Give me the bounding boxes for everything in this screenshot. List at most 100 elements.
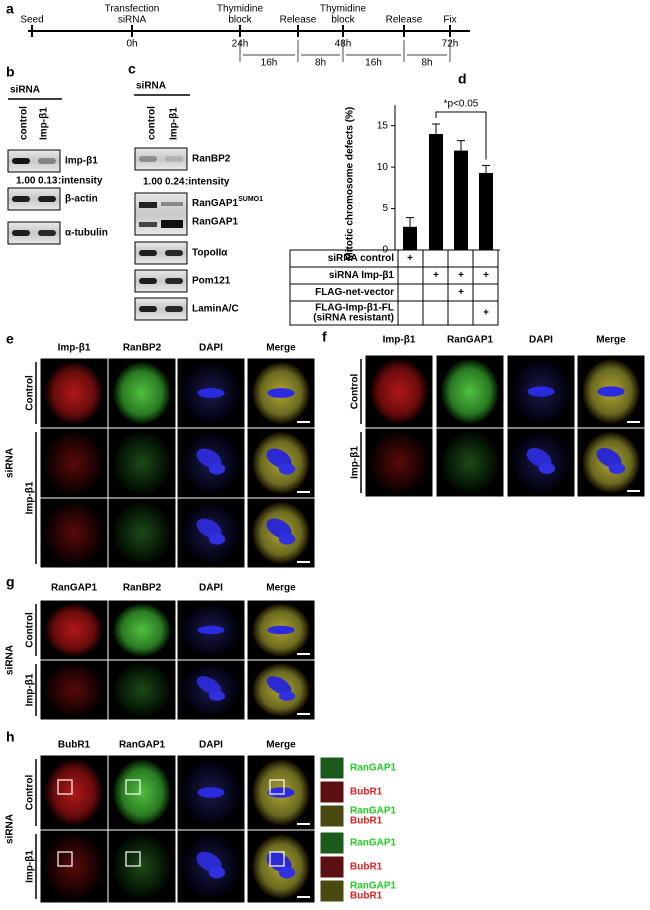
inset-label: RanGAP1 [350,806,397,817]
column-header: RanBP2 [123,343,162,354]
group-label: siRNA [136,81,166,92]
column-header: Merge [266,343,296,354]
y-tick-label: 10 [377,162,389,173]
row-label: Control [25,375,36,411]
side-label: siRNA [5,645,16,675]
event-name: Transfection [105,4,160,15]
event-name: siRNA [118,15,147,26]
blot-box [7,187,61,211]
blot-box [134,147,188,171]
panel-label: e [6,331,14,347]
column-header: Imp-β1 [383,335,416,346]
chromosomes [527,386,555,397]
interval: 16h [365,58,382,69]
chromosomes [208,463,226,475]
column-header: BubR1 [58,740,91,751]
inset [319,879,345,903]
cell [113,663,171,717]
inset-label: RanGAP1 [350,881,397,892]
event-time: 0h [126,39,137,50]
cell [441,359,499,424]
blot-label: RanBP2 [192,154,231,165]
panel-label: b [6,64,15,80]
chromosomes [196,676,222,695]
column-header: DAPI [199,583,223,594]
intensity: 1.00 [143,177,163,188]
event-name: Release [280,15,317,26]
blot-band [139,156,157,162]
cell [45,502,103,564]
cell-symbol: + [407,253,413,264]
row-label: siRNA Imp-β1 [329,270,395,281]
blot-label: α-tubulin [65,228,108,239]
y-tick-label: 5 [382,203,388,214]
bar [454,150,468,250]
error-bar [482,164,490,173]
blot-box [134,297,188,321]
chromosomes [266,676,292,695]
roi-box [125,779,141,795]
intensity-label: :intensity [185,177,230,188]
row-label: (siRNA resistant) [313,313,394,324]
blot-label: RanGAP1 [192,198,239,209]
cell [113,502,171,564]
cell [45,362,103,424]
chromosomes [197,787,225,798]
inset-label: BubR1 [350,862,383,873]
blot-label: Imp-β1 [65,156,98,167]
cell [45,834,103,899]
blot-band [38,230,56,236]
interval: 16h [261,58,278,69]
column-header: RanGAP1 [51,583,98,594]
bar [403,226,417,250]
group-label: siRNA [10,85,40,96]
chromosomes [608,462,626,475]
cell [370,432,428,493]
chromosomes [266,518,292,539]
column-header: DAPI [199,740,223,751]
chromosomes [196,518,222,539]
blot-band [161,220,183,228]
cell-symbol: + [483,308,489,319]
column-header: Imp-β1 [58,343,91,354]
cell [45,432,103,494]
inset-label: RanGAP1 [350,763,397,774]
panel-label: d [458,71,467,87]
blot-band [139,250,157,256]
side-label: siRNA [5,814,16,844]
panel-label: g [6,574,15,590]
chromosomes [526,448,552,468]
roi-box [57,851,73,867]
bar [429,134,443,250]
blot-box [134,269,188,293]
row-label: Control [25,775,36,811]
chromosomes [267,787,295,798]
interval: 8h [421,58,432,69]
cell-symbol: + [458,287,464,298]
cell [113,432,171,494]
column-header: RanBP2 [123,583,162,594]
column-header: Merge [266,740,296,751]
cell [113,603,171,657]
cell-symbol: + [483,270,489,281]
inset-label: RanGAP1 [350,838,397,849]
blot-box [7,221,61,245]
blot-band [12,158,30,164]
y-tick-label: 15 [377,120,389,131]
cell [45,759,103,826]
event-name: block [331,15,355,26]
inset-label: BubR1 [350,787,383,798]
event-name: block [228,15,252,26]
lane-label: Imp-β1 [169,107,180,140]
cell [113,759,171,826]
row-label: Control [350,374,361,410]
blot-box [134,241,188,265]
error-bar [457,140,465,151]
event-name: Seed [20,15,43,26]
blot-box [7,149,61,173]
blot-band [38,158,56,164]
blot-label: RanGAP1SUMO1 [192,196,263,209]
row-label: FLAG-Imp-β1-FL [315,303,394,314]
inset [319,831,345,855]
